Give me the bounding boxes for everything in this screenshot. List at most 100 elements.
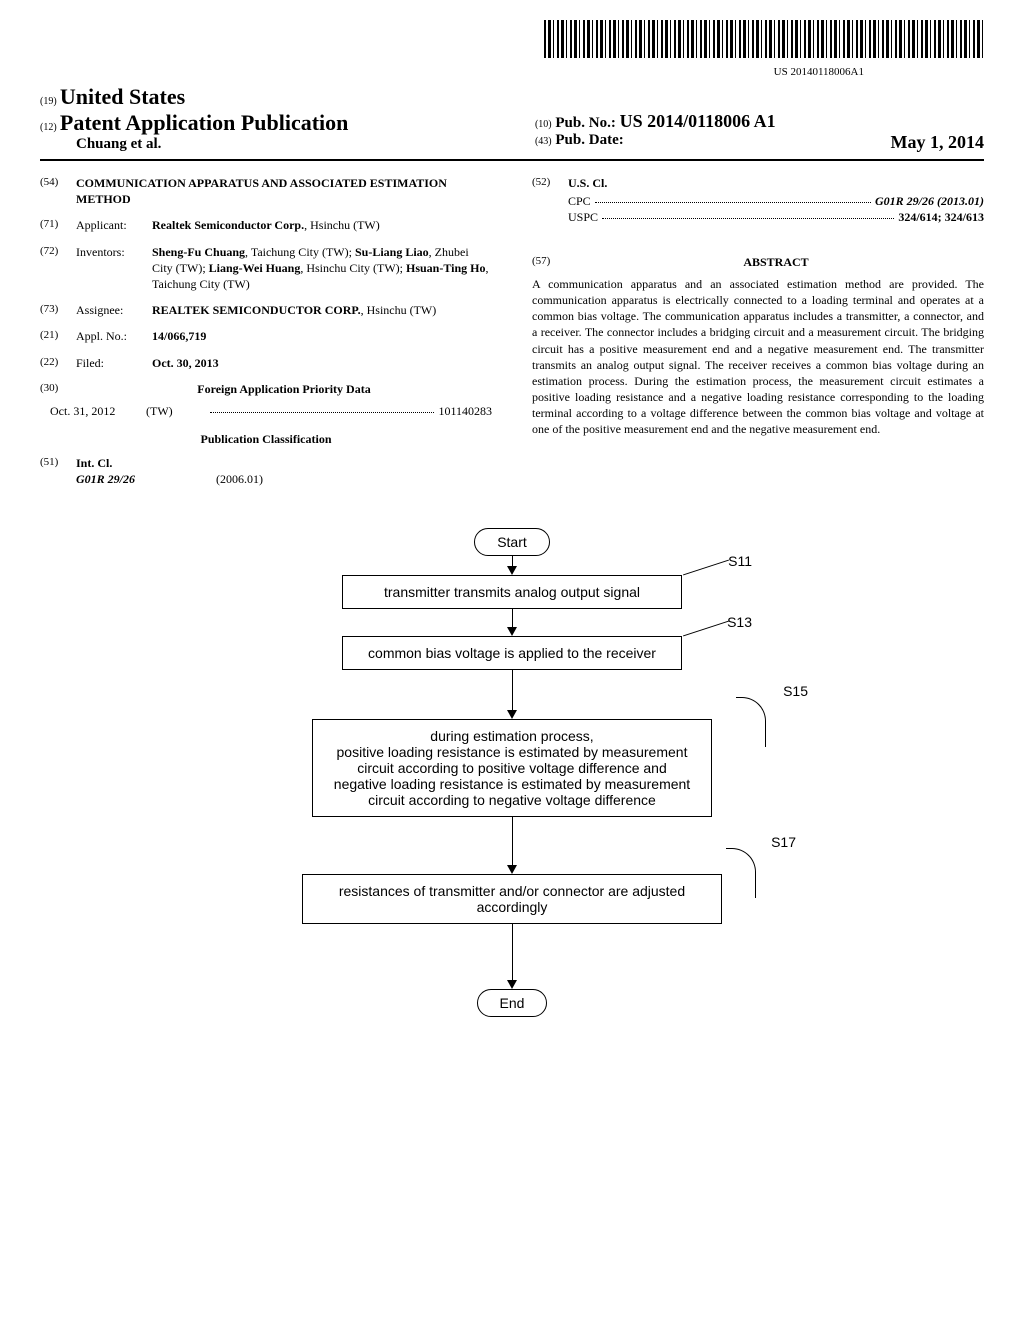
publication-title: Patent Application Publication	[60, 110, 348, 135]
field-num-52: (52)	[532, 175, 568, 191]
field-73: (73) Assignee: REALTEK SEMICONDUCTOR COR…	[40, 302, 492, 318]
label-s17: S17	[771, 834, 796, 850]
code-12: (12)	[40, 122, 57, 133]
step-s17: resistances of transmitter and/or connec…	[302, 874, 722, 924]
publication-number: US 2014/0118006 A1	[620, 111, 776, 131]
intcl-year: (2006.01)	[216, 471, 263, 487]
field-num-30: (30)	[40, 381, 76, 397]
arrow-line	[512, 924, 513, 980]
step-s15: during estimation process, positive load…	[312, 719, 712, 817]
uspc-dots	[602, 209, 894, 219]
intcl-label: Int. Cl.	[76, 455, 492, 471]
left-column: (54) COMMUNICATION APPARATUS AND ASSOCIA…	[40, 175, 492, 488]
cpc-value: G01R 29/26 (2013.01)	[875, 193, 984, 209]
application-number: 14/066,719	[152, 328, 492, 344]
uspc-line: USPC 324/614; 324/613	[568, 209, 984, 225]
intcl-content: Int. Cl. G01R 29/26 (2006.01)	[76, 455, 492, 487]
field-num-54: (54)	[40, 175, 76, 207]
priority-dots	[210, 403, 434, 413]
priority-row: Oct. 31, 2012 (TW) 101140283	[40, 403, 492, 419]
priority-country: (TW)	[146, 403, 206, 419]
arrow-line	[512, 817, 513, 865]
arrow-head-icon	[507, 566, 517, 575]
field-57: (57) ABSTRACT	[532, 254, 984, 270]
barcode	[544, 20, 984, 58]
arrow-head-icon	[507, 710, 517, 719]
label-s15-curve	[736, 697, 766, 747]
uscl-block: CPC G01R 29/26 (2013.01) USPC 324/614; 3…	[532, 193, 984, 225]
field-num-71: (71)	[40, 217, 76, 233]
uspc-value: 324/614; 324/613	[898, 209, 984, 225]
applicant-content: Realtek Semiconductor Corp., Hsinchu (TW…	[152, 217, 492, 233]
abstract-heading: ABSTRACT	[568, 254, 984, 270]
step-s15-wrap: during estimation process, positive load…	[312, 719, 712, 817]
intcl-code: G01R 29/26	[76, 471, 216, 487]
uspc-label: USPC	[568, 209, 598, 225]
cpc-dots	[595, 193, 871, 203]
code-43: (43)	[535, 136, 552, 147]
foreign-priority-heading: Foreign Application Priority Data	[76, 381, 492, 397]
inventor-3: Liang-Wei Huang	[209, 261, 301, 275]
arrow-line	[512, 556, 513, 566]
filed-date: Oct. 30, 2013	[152, 355, 492, 371]
priority-date: Oct. 31, 2012	[50, 403, 146, 419]
applno-label: Appl. No.:	[76, 328, 152, 344]
publication-date: May 1, 2014	[891, 132, 985, 153]
field-51: (51) Int. Cl. G01R 29/26 (2006.01)	[40, 455, 492, 487]
inventor-3-loc: , Hsinchu City (TW);	[300, 261, 406, 275]
step-s11-wrap: transmitter transmits analog output sign…	[342, 575, 682, 609]
header-right: (10) Pub. No.: US 2014/0118006 A1 (43) P…	[525, 111, 984, 153]
pubnum-label: Pub. No.:	[555, 115, 615, 131]
assignee-content: REALTEK SEMICONDUCTOR CORP., Hsinchu (TW…	[152, 302, 492, 318]
step-s13: common bias voltage is applied to the re…	[342, 636, 682, 670]
flowchart-end: End	[477, 989, 548, 1017]
assignee-name: REALTEK SEMICONDUCTOR CORP.	[152, 303, 361, 317]
label-s11-line	[683, 559, 729, 575]
step-s11: transmitter transmits analog output sign…	[342, 575, 682, 609]
cpc-label: CPC	[568, 193, 591, 209]
applicant-label: Applicant:	[76, 217, 152, 233]
abstract-text: A communication apparatus and an associa…	[532, 276, 984, 438]
field-54: (54) COMMUNICATION APPARATUS AND ASSOCIA…	[40, 175, 492, 207]
field-num-73: (73)	[40, 302, 76, 318]
document-header: (19) United States (12) Patent Applicati…	[40, 84, 984, 161]
flowchart-start: Start	[474, 528, 550, 556]
arrow-head-icon	[507, 865, 517, 874]
uscl-label: U.S. Cl.	[568, 175, 984, 191]
field-30: (30) Foreign Application Priority Data	[40, 381, 492, 397]
inventors-content: Sheng-Fu Chuang, Taichung City (TW); Su-…	[152, 244, 492, 293]
field-71: (71) Applicant: Realtek Semiconductor Co…	[40, 217, 492, 233]
field-num-51: (51)	[40, 455, 76, 487]
step-s13-wrap: common bias voltage is applied to the re…	[342, 636, 682, 670]
flowchart: Start transmitter transmits analog outpu…	[252, 528, 772, 1017]
inventor-1-loc: , Taichung City (TW);	[245, 245, 355, 259]
label-s11: S11	[728, 553, 752, 569]
classification-heading: Publication Classification	[40, 431, 492, 447]
field-num-21: (21)	[40, 328, 76, 344]
filed-label: Filed:	[76, 355, 152, 371]
label-s17-curve	[726, 848, 756, 898]
inventor-2: Su-Liang Liao	[355, 245, 429, 259]
cpc-line: CPC G01R 29/26 (2013.01)	[568, 193, 984, 209]
inventor-4: Hsuan-Ting Ho	[406, 261, 485, 275]
field-72: (72) Inventors: Sheng-Fu Chuang, Taichun…	[40, 244, 492, 293]
right-column: (52) U.S. Cl. CPC G01R 29/26 (2013.01) U…	[532, 175, 984, 488]
label-s13: S13	[727, 614, 752, 630]
field-num-72: (72)	[40, 244, 76, 293]
pubdate-label: Pub. Date:	[555, 132, 623, 148]
arrow-head-icon	[507, 980, 517, 989]
assignee-label: Assignee:	[76, 302, 152, 318]
barcode-region	[40, 20, 984, 62]
country: United States	[60, 84, 185, 109]
applicant-name: Realtek Semiconductor Corp.	[152, 218, 304, 232]
arrow-line	[512, 670, 513, 710]
label-s13-line	[683, 620, 729, 636]
inventor-1: Sheng-Fu Chuang	[152, 245, 245, 259]
field-num-57: (57)	[532, 254, 568, 270]
barcode-number: US 20140118006A1	[40, 66, 984, 78]
inventors-label: Inventors:	[76, 244, 152, 293]
assignee-loc: , Hsinchu (TW)	[361, 303, 437, 317]
field-21: (21) Appl. No.: 14/066,719	[40, 328, 492, 344]
field-num-22: (22)	[40, 355, 76, 371]
invention-title: COMMUNICATION APPARATUS AND ASSOCIATED E…	[76, 175, 492, 207]
